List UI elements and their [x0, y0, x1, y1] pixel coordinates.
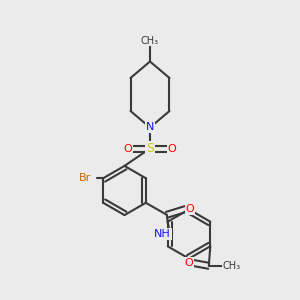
Text: O: O — [167, 143, 176, 154]
Text: CH₃: CH₃ — [141, 35, 159, 46]
Text: N: N — [146, 122, 154, 133]
Text: O: O — [184, 258, 193, 268]
Text: CH₃: CH₃ — [223, 261, 241, 271]
Text: S: S — [146, 142, 154, 155]
Text: O: O — [185, 204, 194, 214]
Text: NH: NH — [154, 229, 171, 239]
Text: Br: Br — [79, 173, 91, 183]
Text: O: O — [124, 143, 133, 154]
